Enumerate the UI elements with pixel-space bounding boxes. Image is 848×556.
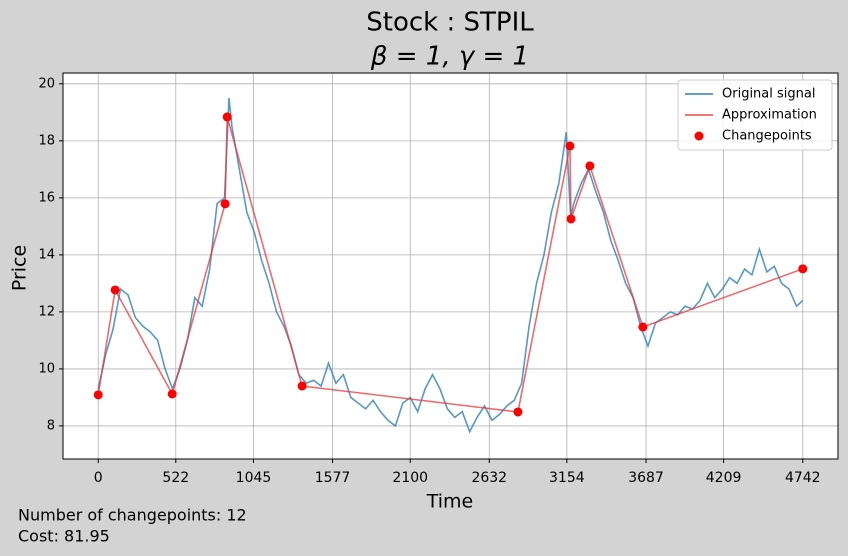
x-tick-label: 1577 bbox=[315, 470, 351, 486]
series-line bbox=[97, 98, 804, 434]
legend-label: Changepoints bbox=[722, 129, 812, 144]
chart-title: Stock : STPIL bbox=[366, 8, 534, 38]
changepoint bbox=[513, 407, 523, 417]
legend-label: Original signal bbox=[722, 87, 815, 102]
changepoint bbox=[297, 381, 307, 391]
plot-frame bbox=[62, 72, 839, 460]
x-tick-label: 0 bbox=[94, 470, 103, 486]
changepoint bbox=[585, 161, 595, 171]
x-tick-label: 3687 bbox=[628, 470, 664, 486]
series-line bbox=[97, 116, 804, 413]
legend-box bbox=[677, 79, 833, 151]
x-tick-label: 1045 bbox=[236, 470, 272, 486]
y-tick-label: 8 bbox=[47, 418, 55, 433]
y-tick-label: 12 bbox=[38, 304, 55, 319]
x-tick-label: 4742 bbox=[785, 470, 821, 486]
legend-marker bbox=[694, 131, 704, 141]
y-tick-label: 14 bbox=[38, 247, 55, 262]
changepoint bbox=[638, 322, 648, 332]
y-tick-label: 10 bbox=[38, 361, 55, 376]
changepoint bbox=[565, 141, 575, 151]
changepoint bbox=[798, 264, 808, 274]
changepoint bbox=[167, 389, 177, 399]
x-axis-label: Time bbox=[426, 491, 474, 513]
legend-label: Approximation bbox=[722, 108, 817, 123]
changepoint bbox=[222, 112, 232, 122]
y-tick-label: 16 bbox=[38, 190, 55, 205]
changepoint bbox=[566, 214, 576, 224]
x-tick-label: 4209 bbox=[706, 470, 742, 486]
annotation: Cost: 81.95 bbox=[18, 527, 110, 546]
y-tick-label: 18 bbox=[38, 133, 55, 148]
x-tick-label: 3154 bbox=[549, 470, 585, 486]
y-tick-label: 20 bbox=[38, 76, 55, 91]
changepoint bbox=[93, 390, 103, 400]
x-tick-label: 2100 bbox=[392, 470, 428, 486]
x-tick-label: 522 bbox=[162, 470, 189, 486]
changepoint bbox=[220, 199, 230, 209]
changepoint bbox=[110, 285, 120, 295]
y-axis-label: Price bbox=[9, 245, 31, 291]
annotation: Number of changepoints: 12 bbox=[18, 506, 247, 525]
chart-subtitle: β = 1, γ = 1 bbox=[370, 42, 529, 72]
x-tick-label: 2632 bbox=[471, 470, 507, 486]
